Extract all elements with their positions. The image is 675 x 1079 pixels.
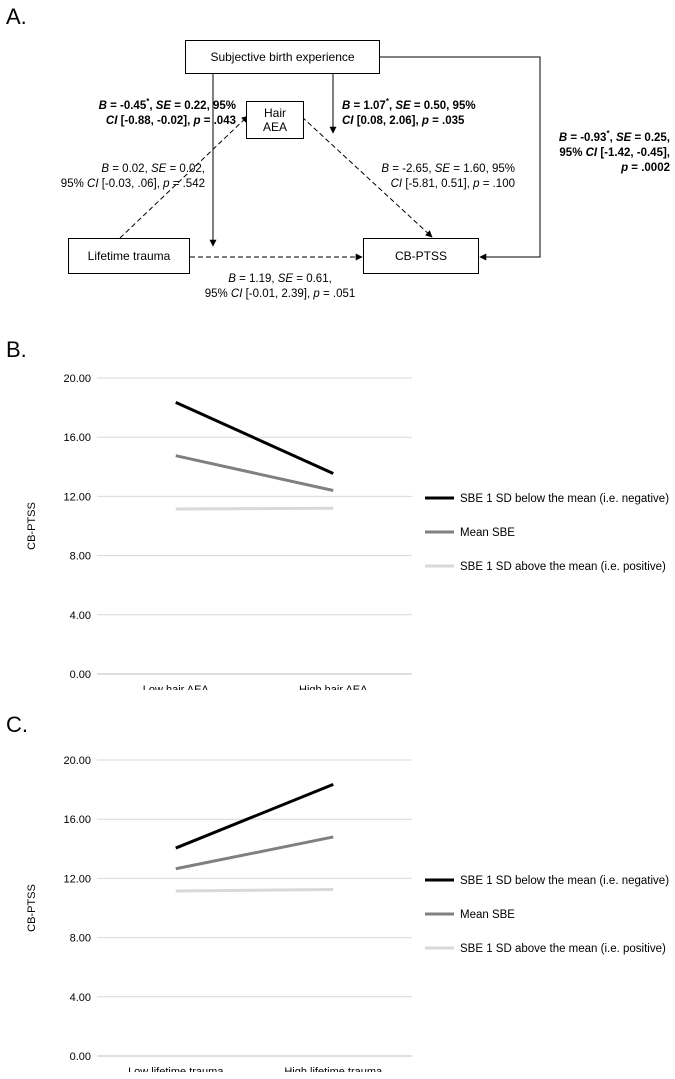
- chart-c-ytick-label: 20.00: [63, 755, 91, 767]
- arrow-aea-to-cbptss: [301, 116, 433, 238]
- chart-b-legend-label: SBE 1 SD below the mean (i.e. negative): [460, 493, 669, 505]
- chart-b-ytick-label: 16.00: [63, 432, 91, 444]
- chart-b-ytick-label: 0.00: [70, 669, 91, 681]
- chart-b-series-line: [175, 454, 334, 492]
- panel-b-label: B.: [6, 337, 27, 362]
- stat-trauma-to-aea-line1: B = 0.02, SE = 0.02,: [101, 163, 205, 175]
- path-diagram-arrows: [119, 56, 541, 261]
- chart-c-ytick-label: 12.00: [63, 873, 91, 885]
- panel-a-label: A.: [6, 4, 27, 29]
- chart-b: 0.00 4.00 8.00 12.00 16.00 20.00 Low hair AEA H…: [26, 373, 669, 690]
- chart-c-legend-label: SBE 1 SD above the mean (i.e. positive): [460, 943, 666, 955]
- chart-c-ylabel: CB-PTSS: [26, 884, 38, 932]
- chart-c-ytick-label: 4.00: [70, 992, 91, 1004]
- arrow-sbe-to-cbptss: [380, 56, 541, 261]
- stat-trauma-to-aea: B = 0.02, SE = 0.02, 95% CI [-0.03, .06]…: [30, 162, 205, 192]
- chart-c-xtick-label: Low lifetime trauma: [128, 1066, 224, 1072]
- chart-c-ytick-label: 16.00: [63, 814, 91, 826]
- stat-trauma-to-ptss-line2: 95% CI [-0.01, 2.39], p = .051: [204, 288, 356, 300]
- chart-c-xtick-label: High lifetime trauma: [284, 1066, 383, 1072]
- chart-b-series-line: [175, 401, 334, 475]
- stat-sbe-direct-line3: p = .0002: [621, 161, 670, 174]
- node-cb-ptss: CB-PTSS: [363, 238, 479, 274]
- stat-sbe-moderation-a-line2: CI [-0.88, -0.02], p = .043: [105, 114, 236, 127]
- chart-b-ytick-label: 12.00: [63, 491, 91, 503]
- stat-trauma-to-aea-line2: 95% CI [-0.03, .06], p = .542: [60, 178, 205, 190]
- chart-c: 0.00 4.00 8.00 12.00 16.00 20.00 Low lifetime …: [26, 755, 669, 1072]
- node-subjective-birth-experience: Subjective birth experience: [185, 40, 380, 74]
- chart-c-legend-label: Mean SBE: [460, 909, 515, 921]
- chart-b-xtick-label: Low hair AEA: [143, 684, 210, 690]
- stat-trauma-to-ptss-line1: B = 1.19, SE = 0.61,: [228, 273, 332, 285]
- chart-b-legend-label: Mean SBE: [460, 527, 515, 539]
- chart-c-series-line: [175, 835, 334, 871]
- node-hair-aea-line1: Hair: [263, 106, 286, 120]
- chart-c-series-line: [175, 783, 334, 850]
- stat-aea-to-ptss: B = -2.65, SE = 1.60, 95% CI [-5.81, 0.5…: [355, 162, 515, 192]
- stat-sbe-moderation-b-line2: CI [0.08, 2.06], p = .035: [342, 114, 465, 127]
- stat-aea-to-ptss-line2: CI [-5.81, 0.51], p = .100: [390, 178, 515, 190]
- node-lifetime-trauma: Lifetime trauma: [68, 238, 190, 274]
- chart-b-series-line: [175, 506, 334, 511]
- stat-sbe-moderation-b-line1: B = 1.07*, SE = 0.50, 95%: [342, 97, 476, 112]
- node-hair-aea: Hair AEA: [246, 101, 304, 139]
- chart-c-ytick-label: 8.00: [70, 933, 91, 945]
- stat-aea-to-ptss-line1: B = -2.65, SE = 1.60, 95%: [381, 163, 515, 175]
- panel-c-label: C.: [6, 712, 28, 737]
- stat-sbe-moderation-a-line1: B = -0.45*, SE = 0.22, 95%: [98, 97, 236, 112]
- stat-sbe-moderation-b: B = 1.07*, SE = 0.50, 95% CI [0.08, 2.06…: [342, 94, 542, 129]
- chart-c-ytick-label: 0.00: [70, 1051, 91, 1063]
- chart-b-legend-label: SBE 1 SD above the mean (i.e. positive): [460, 561, 666, 573]
- chart-c-series-line: [175, 888, 334, 893]
- chart-b-ytick-label: 8.00: [70, 551, 91, 563]
- arrow-trauma-to-aea: [119, 115, 249, 239]
- node-cb-ptss-label: CB-PTSS: [394, 249, 447, 263]
- chart-b-ytick-label: 4.00: [70, 610, 91, 622]
- chart-b-xtick-label: High hair AEA: [299, 684, 368, 690]
- node-sbe-label: Subjective birth experience: [210, 50, 355, 64]
- chart-b-ylabel: CB-PTSS: [26, 502, 38, 550]
- stat-sbe-direct: B = -0.93*, SE = 0.25, 95% CI [-1.42, -0…: [520, 126, 670, 176]
- stat-trauma-to-ptss: B = 1.19, SE = 0.61, 95% CI [-0.01, 2.39…: [180, 272, 380, 302]
- node-lifetime-trauma-label: Lifetime trauma: [87, 249, 171, 263]
- stat-sbe-moderation-a: B = -0.45*, SE = 0.22, 95% CI [-0.88, -0…: [46, 94, 236, 129]
- stat-sbe-direct-line2: 95% CI [-1.42, -0.45],: [559, 146, 670, 159]
- chart-c-legend-label: SBE 1 SD below the mean (i.e. negative): [460, 875, 669, 887]
- node-hair-aea-line2: AEA: [262, 120, 287, 134]
- chart-b-ytick-label: 20.00: [63, 373, 91, 385]
- stat-sbe-direct-line1: B = -0.93*, SE = 0.25,: [558, 129, 670, 144]
